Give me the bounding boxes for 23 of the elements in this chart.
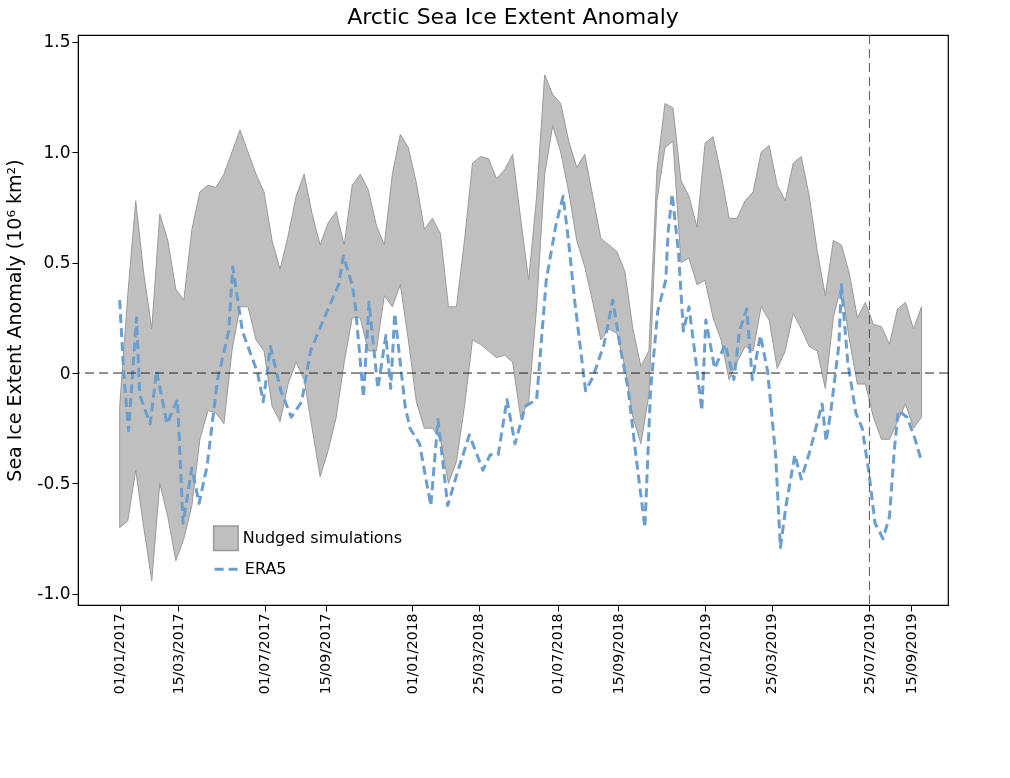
x-tick-label: 01/07/2018: [549, 613, 565, 695]
y-axis-title: Sea Ice Extent Anomaly (10⁶ km²): [3, 159, 26, 482]
legend-label: ERA5: [244, 559, 287, 579]
x-tick-label: 01/01/2019: [696, 613, 713, 695]
y-tick-label: 1.5: [43, 31, 71, 52]
x-tick-label: 01/01/2018: [403, 613, 420, 695]
x-tick-label: 15/09/2018: [609, 613, 626, 695]
x-tick-label: 25/03/2018: [470, 613, 487, 695]
x-tick-label: 01/01/2017: [111, 613, 128, 695]
legend-label: Nudged simulations: [242, 528, 403, 548]
x-tick-label: 25/03/2019: [763, 613, 780, 695]
y-tick-label: -0.5: [37, 472, 71, 493]
y-tick-label: 0: [59, 362, 71, 383]
y-tick-label: -1.0: [37, 583, 71, 604]
y-tick-label: 0.5: [43, 252, 71, 273]
y-tick-label: 1.0: [43, 141, 71, 162]
chart-title: Arctic Sea Ice Extent Anomaly: [347, 3, 679, 29]
x-tick-label: 15/03/2017: [169, 613, 186, 695]
line-series: [118, 192, 924, 550]
x-tick-label: 15/09/2019: [902, 613, 919, 695]
x-tick-label: 25/07/2019: [860, 613, 877, 695]
x-tick-label: 01/07/2017: [256, 613, 273, 695]
x-tick-label: 15/09/2017: [317, 613, 334, 695]
